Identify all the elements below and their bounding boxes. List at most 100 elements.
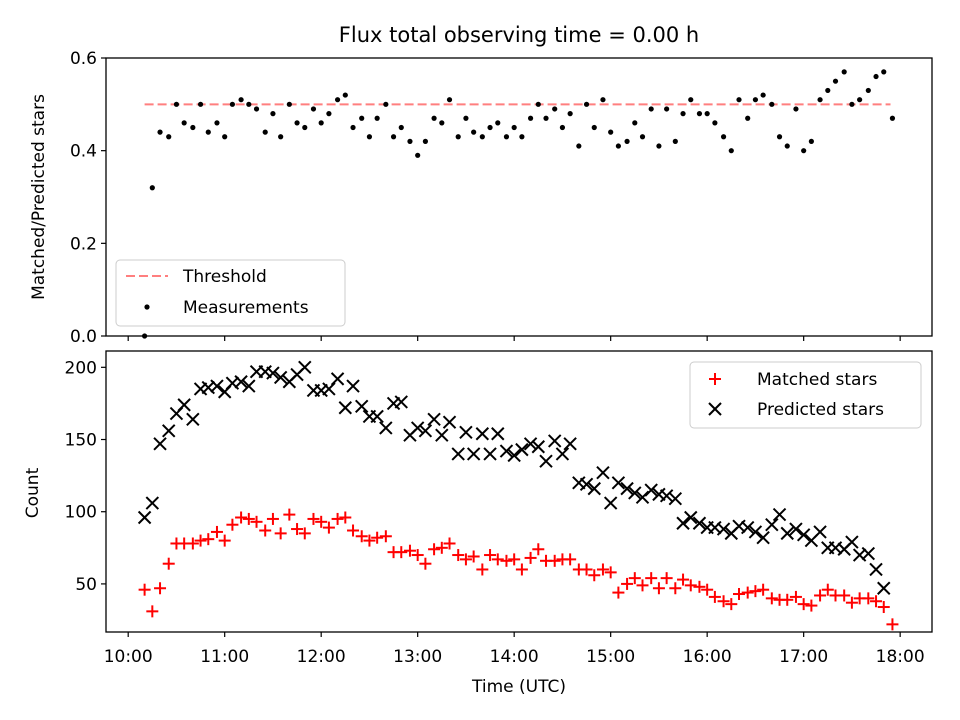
x-tick-label: 10:00 [104, 647, 153, 667]
top-x-ticks [127, 336, 901, 341]
measurement-point [407, 138, 413, 144]
predicted-star-point [162, 424, 176, 438]
matched-star-point [877, 601, 890, 614]
matched-star-point [596, 563, 609, 576]
matched-star-point [419, 557, 432, 570]
y-tick-label: 100 [65, 503, 97, 523]
predicted-star-point [772, 507, 787, 522]
measurement-point [552, 106, 558, 112]
measurement-point [881, 69, 887, 75]
predicted-star-point [153, 437, 167, 451]
bottom-axes-frame [105, 350, 933, 633]
measurement-point [439, 120, 445, 126]
predicted-star-point [370, 409, 384, 424]
matched-star-point [821, 583, 834, 596]
measurement-point [318, 120, 324, 126]
measurement-point [390, 134, 397, 140]
bottom-legend: Matched stars Predicted stars [689, 361, 922, 429]
measurement-point [793, 106, 799, 112]
measurement-point [832, 78, 839, 84]
matched-star-point [548, 554, 561, 567]
predicted-star-point [869, 562, 883, 577]
measurement-point [222, 134, 228, 140]
predicted-star-point [796, 528, 811, 542]
predicted-star-point [466, 447, 481, 461]
matched-star-point [403, 544, 416, 557]
measurement-point [197, 101, 204, 107]
predicted-star-point [596, 466, 610, 480]
predicted-star-point [515, 442, 529, 457]
matched-star-point [146, 605, 159, 618]
measurement-point [431, 115, 437, 121]
measurement-point [278, 134, 284, 140]
y-tick-label: 0.4 [70, 142, 97, 162]
matched-star-point [717, 595, 730, 608]
predicted-star-point [620, 481, 634, 496]
measurement-point [286, 101, 292, 107]
measurement-point [350, 124, 356, 131]
matched-star-point [242, 512, 255, 525]
predicted-star-point [611, 476, 626, 490]
matched-star-point [797, 598, 810, 611]
measurement-point [181, 120, 187, 126]
measurement-point [487, 124, 493, 131]
measurement-point [334, 97, 341, 103]
matched-star-point [235, 511, 248, 524]
measurement-point [527, 115, 534, 121]
matched-star-point [194, 534, 207, 547]
measurement-point [253, 106, 260, 112]
measurement-point [342, 92, 348, 98]
measurement-point [776, 134, 783, 140]
measurement-point [415, 152, 421, 158]
matched-star-point [580, 563, 593, 576]
matched-star-point [789, 590, 802, 603]
predicted-star-point [748, 525, 763, 539]
measurement-point [720, 134, 727, 140]
predicted-star-point [635, 490, 650, 504]
predicted-star-point [692, 516, 707, 530]
measurement-point [455, 134, 461, 140]
predicted-star-point [579, 477, 594, 491]
predicted-star-point [765, 518, 779, 532]
matched-star-point [435, 541, 448, 554]
predicted-star-point [877, 581, 891, 595]
matched-star-point [484, 549, 497, 562]
matched-star-point [733, 588, 746, 601]
predicted-star-point [355, 399, 369, 414]
matched-star-point [363, 534, 376, 547]
predicted-star-point [379, 421, 393, 435]
predicted-star-point [418, 424, 433, 438]
measurement-point [608, 129, 614, 135]
matched-star-point [765, 592, 778, 605]
matched-star-point [138, 583, 151, 596]
top-panel: 0.0 0.2 0.4 0.6 Matched/Predicted stars Thr… [29, 49, 933, 347]
x-tick-label: 12:00 [297, 647, 346, 667]
measurement-point [808, 138, 814, 144]
measurement-point [857, 97, 863, 103]
matched-star-point [250, 515, 263, 528]
predicted-star-point [684, 510, 698, 525]
measurement-point [359, 115, 365, 121]
predicted-star-point [427, 412, 441, 427]
measurement-point [374, 115, 380, 121]
measurement-point [471, 129, 477, 135]
measurement-point [696, 111, 703, 117]
bottom-y-axis-label: Count [23, 467, 43, 518]
predicted-star-point [756, 531, 770, 545]
predicted-star-point [242, 379, 256, 393]
matched-star-point [604, 566, 617, 579]
matched-star-point [684, 579, 697, 592]
predicted-star-point [475, 427, 490, 441]
measurement-point [166, 134, 172, 140]
matched-star-point [322, 521, 335, 534]
predicted-star-point [644, 483, 658, 497]
predicted-star-point [716, 522, 731, 536]
measurement-point [262, 129, 268, 135]
matched-star-point [452, 549, 465, 562]
predicted-star-point [338, 401, 353, 415]
matched-star-point [886, 618, 899, 631]
predicted-star-point [603, 496, 618, 510]
bottom-x-ticks: 10:00 11:00 12:00 13:00 14:00 15:00 16:00 17:00… [104, 632, 925, 667]
predicted-star-point [234, 375, 248, 389]
